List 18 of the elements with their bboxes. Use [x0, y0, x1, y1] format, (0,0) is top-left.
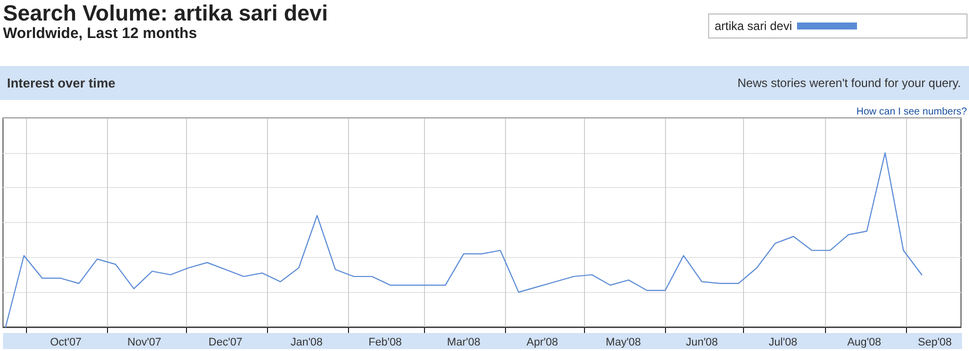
text: News stories weren't found for your query.	[738, 76, 961, 90]
x-tick-label: Jan'08	[290, 336, 323, 348]
x-tick-label: Apr'08	[526, 336, 558, 348]
legend-label: artika sari devi	[714, 19, 792, 33]
x-tick-label: Jun'08	[686, 336, 718, 348]
x-tick-label: Dec'07	[208, 336, 242, 348]
x-tick-label: Oct'07	[50, 336, 82, 348]
chart-subtitle: Worldwide, Last 12 months	[3, 25, 197, 42]
x-tick-label: Sep'08	[918, 336, 952, 348]
chart-title: Search Volume: artika sari devi	[3, 0, 328, 26]
x-tick-label: May'08	[606, 336, 641, 348]
x-tick-label: Feb'08	[368, 336, 402, 348]
x-tick-label: Mar'08	[447, 336, 480, 348]
x-tick-label: Jul'08	[768, 336, 798, 348]
x-tick-label: Nov'07	[127, 336, 162, 348]
text: How can I see numbers?	[856, 106, 968, 118]
x-tick-label: Aug'08	[847, 336, 882, 348]
text: Interest over time	[7, 76, 116, 90]
